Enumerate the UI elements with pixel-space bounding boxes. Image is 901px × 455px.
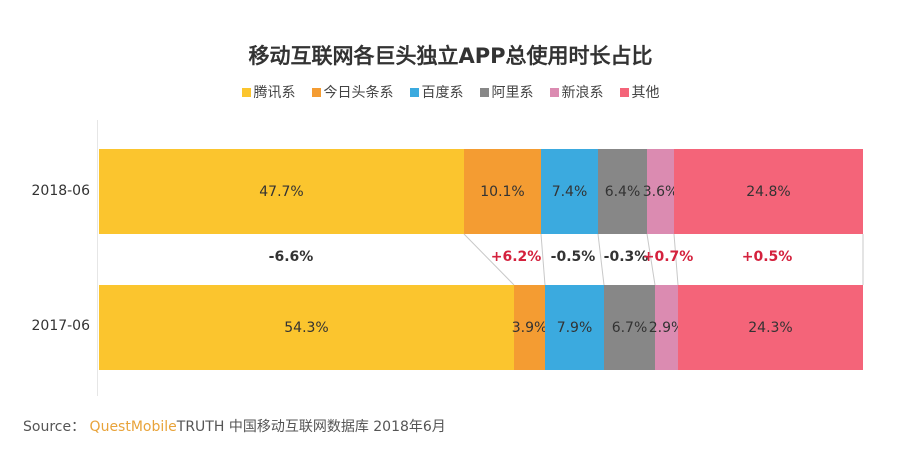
y-tick-2018-06: 2018-06 <box>31 183 91 199</box>
segment-sina: 3.6% <box>643 149 678 234</box>
segment-other: 24.3% <box>678 285 863 370</box>
bar-2017-06: 54.3% 3.9% 7.9% 6.7% 2.9% 24.3% <box>99 285 863 370</box>
delta-baidu: -0.5% <box>550 249 596 265</box>
segment-alibaba: 6.7% <box>604 285 655 370</box>
segment-toutiao: 3.9% <box>512 285 547 370</box>
legend-swatch-icon <box>311 87 321 97</box>
segment-other: 24.8% <box>674 149 863 234</box>
delta-tencent: -6.6% <box>268 249 314 265</box>
legend-label: 百度系 <box>421 85 464 101</box>
delta-sina: +0.7% <box>642 249 694 265</box>
legend-label: 腾讯系 <box>253 85 296 101</box>
legend-item-toutiao: 今日头条系 <box>311 82 394 102</box>
legend-label: 新浪系 <box>561 85 604 101</box>
y-axis-line <box>97 120 98 396</box>
legend-label: 阿里系 <box>491 85 534 101</box>
segment-alibaba: 6.4% <box>598 149 647 234</box>
delta-other: +0.5% <box>741 249 793 265</box>
y-tick-2017-06: 2017-06 <box>31 318 91 334</box>
source-prefix: Source： <box>23 419 86 435</box>
legend-label: 其他 <box>631 85 660 101</box>
chart-legend: 腾讯系 今日头条系 百度系 阿里系 新浪系 其他 <box>0 82 901 102</box>
source-note: Source： QuestMobileTRUTH 中国移动互联网数据库 2018… <box>23 416 446 436</box>
chart-title: 移动互联网各巨头独立APP总使用时长占比 <box>248 44 653 68</box>
legend-swatch-icon <box>479 87 489 97</box>
legend-item-tencent: 腾讯系 <box>241 82 296 102</box>
legend-item-other: 其他 <box>619 82 660 102</box>
legend-item-alibaba: 阿里系 <box>479 82 534 102</box>
legend-swatch-icon <box>549 87 559 97</box>
source-brand: QuestMobile <box>89 419 177 435</box>
legend-item-baidu: 百度系 <box>409 82 464 102</box>
segment-toutiao: 10.1% <box>464 149 541 234</box>
delta-alibaba: -0.3% <box>603 249 649 265</box>
bar-2018-06: 47.7% 10.1% 7.4% 6.4% 3.6% 24.8% <box>99 149 863 234</box>
delta-toutiao: +6.2% <box>490 249 542 265</box>
segment-tencent: 47.7% <box>99 149 464 234</box>
legend-swatch-icon <box>619 87 629 97</box>
legend-label: 今日头条系 <box>323 85 394 101</box>
legend-swatch-icon <box>409 87 419 97</box>
source-text: TRUTH 中国移动互联网数据库 2018年6月 <box>176 419 446 435</box>
segment-baidu: 7.9% <box>545 285 604 370</box>
segment-sina: 2.9% <box>649 285 684 370</box>
segment-tencent: 54.3% <box>99 285 514 370</box>
legend-item-sina: 新浪系 <box>549 82 604 102</box>
legend-swatch-icon <box>241 87 251 97</box>
segment-baidu: 7.4% <box>541 149 598 234</box>
